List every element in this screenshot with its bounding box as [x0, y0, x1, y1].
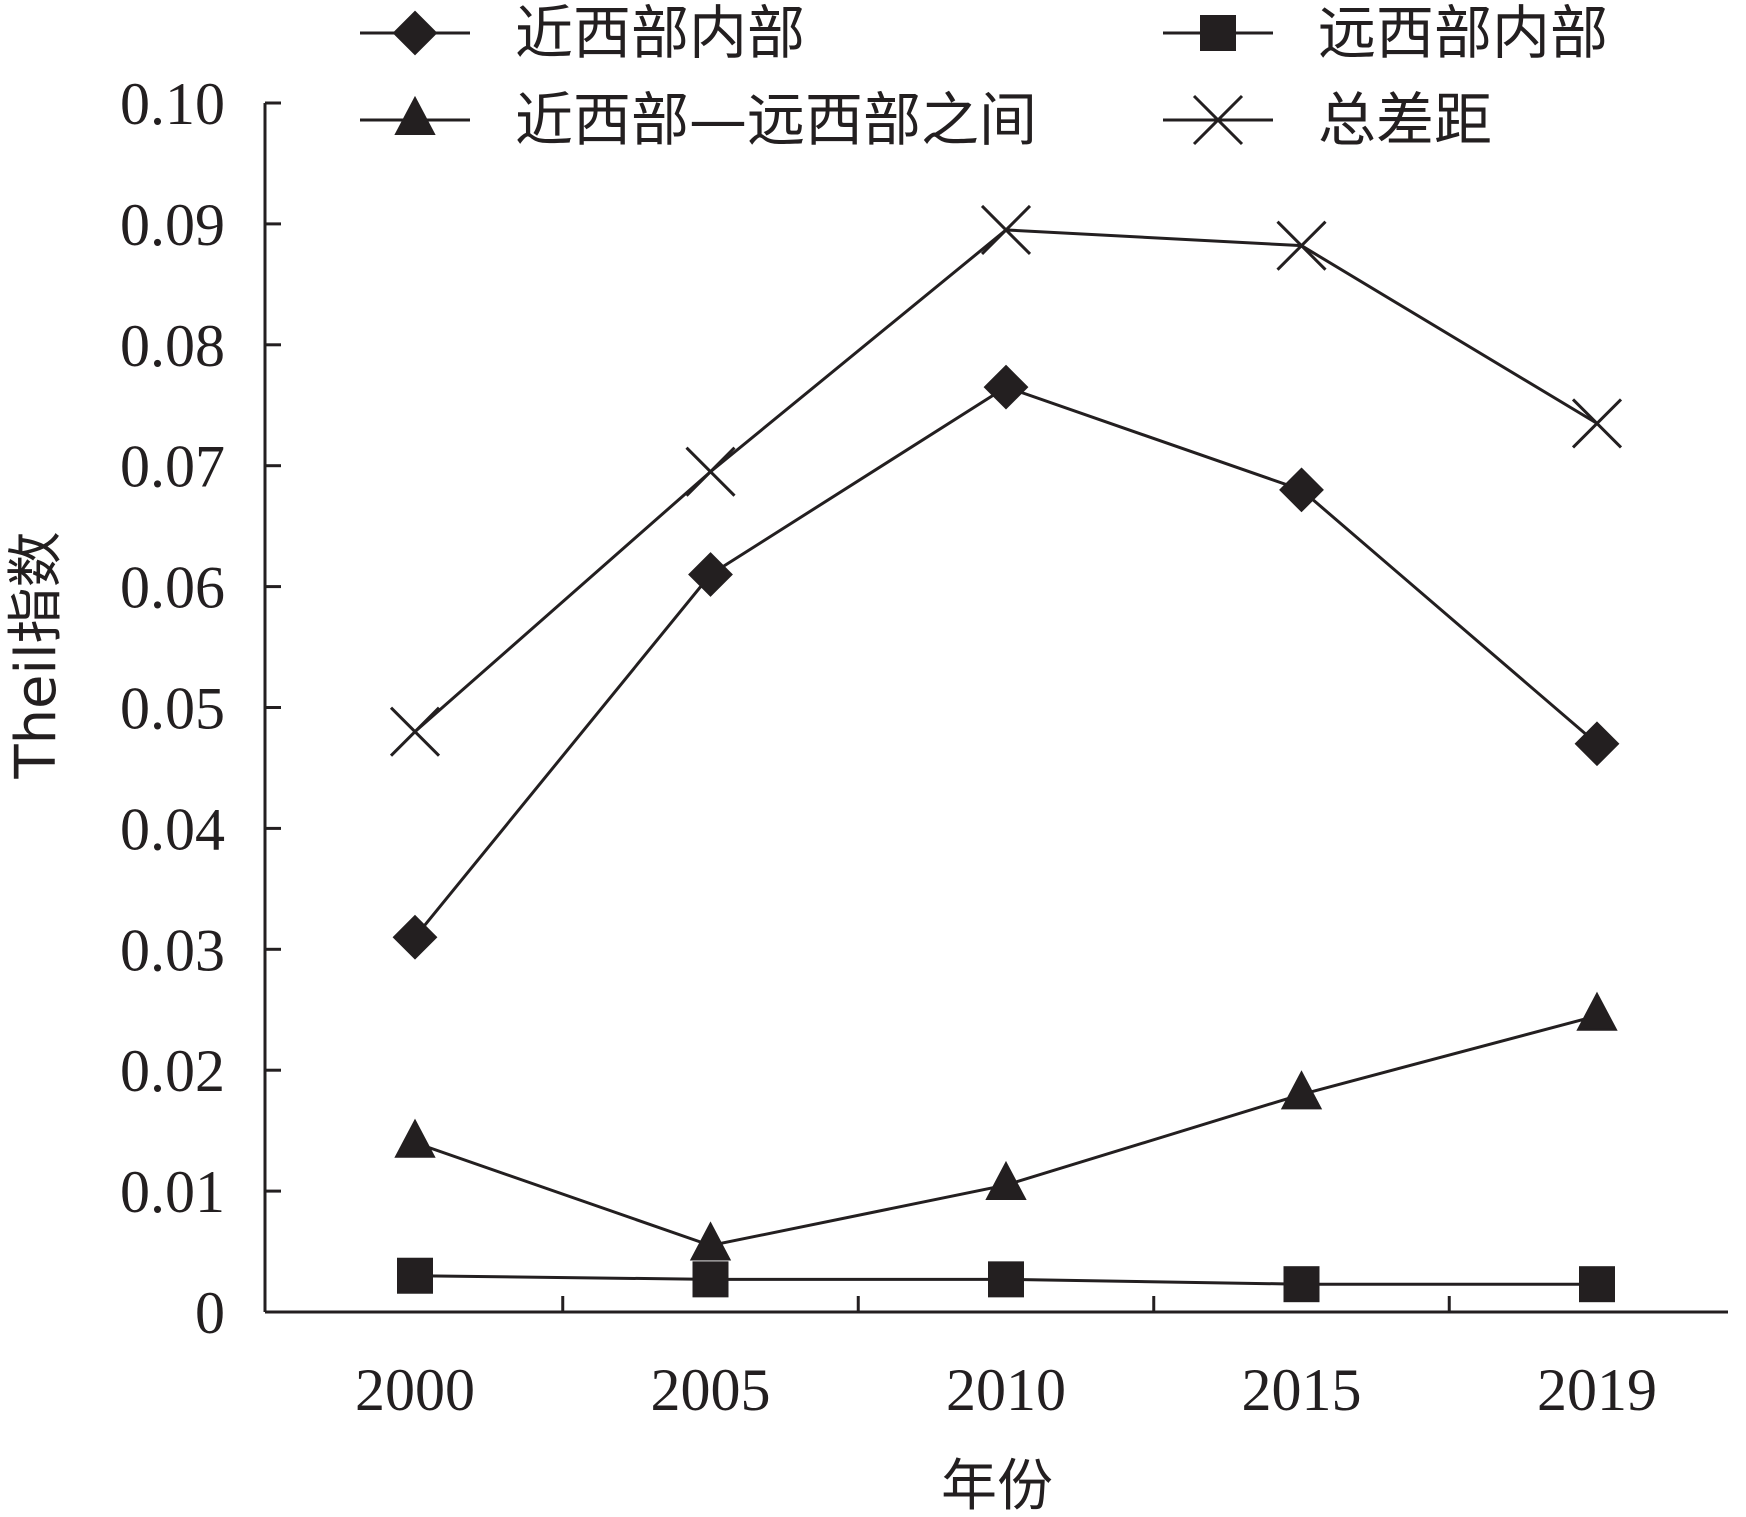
x-tick-label: 2019 — [1537, 1357, 1657, 1423]
data-point-square — [1283, 1266, 1320, 1303]
data-point-cross — [685, 446, 736, 497]
data-point-cross — [389, 706, 441, 757]
series-square — [397, 1257, 1615, 1303]
data-point-cross — [1571, 398, 1623, 449]
legend-item: 近西部内部 — [360, 0, 805, 67]
x-tick-label: 2005 — [651, 1357, 771, 1423]
y-tick-label: 0.10 — [120, 71, 225, 137]
series-diamond — [392, 364, 1620, 960]
data-point-triangle — [394, 1118, 436, 1158]
data-point-diamond — [1574, 721, 1620, 767]
legend-label: 近西部—远西部之间 — [515, 86, 1037, 154]
x-tick-label: 2010 — [946, 1357, 1066, 1423]
data-point-square — [692, 1261, 729, 1298]
data-point-square — [1579, 1266, 1615, 1303]
data-point-diamond — [688, 552, 733, 597]
data-point-cross — [980, 204, 1032, 256]
y-tick-label: 0.04 — [120, 796, 225, 862]
data-point-triangle — [985, 1160, 1027, 1201]
x-tick-label: 2000 — [355, 1357, 475, 1423]
data-point-triangle — [689, 1221, 732, 1261]
legend-marker-cross — [1192, 94, 1244, 146]
series-line-diamond — [413, 385, 1598, 939]
legend-label: 远西部内部 — [1318, 0, 1608, 67]
data-point-square — [397, 1257, 433, 1294]
series-cross — [389, 204, 1623, 757]
data-point-diamond — [983, 364, 1029, 410]
y-tick-label: 0.07 — [120, 434, 225, 500]
series-triangle — [394, 991, 1618, 1261]
legend-label: 总差距 — [1318, 86, 1492, 154]
y-tick-label: 0.06 — [120, 555, 225, 621]
y-tick-label: 0.03 — [120, 917, 225, 983]
y-axis-title: Theil指数 — [4, 531, 69, 779]
y-tick-label: 0.02 — [120, 1038, 225, 1104]
y-tick-label: 0.08 — [120, 313, 225, 379]
data-point-triangle — [1576, 991, 1618, 1031]
data-point-square — [988, 1261, 1024, 1298]
series-layer — [389, 204, 1623, 1303]
series-line-triangle — [414, 1014, 1598, 1248]
x-ticks: 2000 2005 2010 2015 2019 — [355, 1296, 1657, 1423]
legend-marker-diamond — [392, 10, 438, 56]
y-tick-label: 0.01 — [120, 1159, 225, 1225]
data-point-diamond — [392, 914, 438, 960]
series-line-cross — [414, 228, 1598, 733]
data-point-cross — [1276, 220, 1327, 271]
legend-marker-square — [1200, 15, 1236, 51]
x-axis-title: 年份 — [941, 1454, 1053, 1517]
axes — [263, 103, 1728, 1314]
legend-item: 近西部—远西部之间 — [360, 86, 1037, 154]
legend-label: 近西部内部 — [515, 0, 805, 67]
y-tick-label: 0 — [195, 1280, 225, 1346]
x-tick-label: 2015 — [1242, 1357, 1362, 1423]
legend-item: 远西部内部 — [1163, 0, 1608, 67]
y-tick-label: 0.09 — [120, 192, 225, 258]
legend-marker-triangle — [394, 95, 436, 135]
y-ticks: 0 0.01 0.02 0.03 0.04 0.05 0.06 0.07 0.08 0.09 0.1… — [120, 71, 281, 1346]
y-tick-label: 0.05 — [120, 676, 225, 742]
legend-item: 总差距 — [1163, 86, 1492, 154]
data-point-diamond — [1279, 467, 1324, 513]
data-point-triangle — [1280, 1070, 1323, 1110]
